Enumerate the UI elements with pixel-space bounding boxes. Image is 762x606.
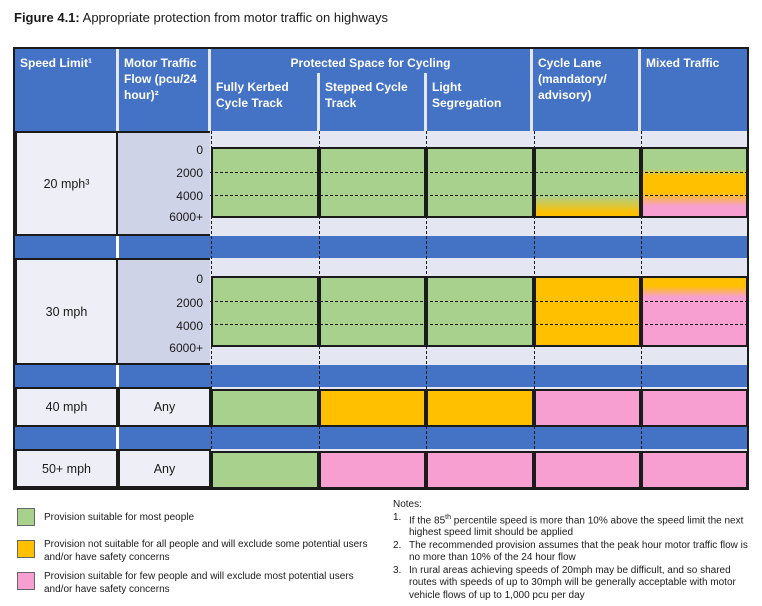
cell-40-kerbed: [211, 389, 319, 427]
column-gridline: [641, 131, 642, 489]
flow-gridline: [210, 301, 748, 302]
separator-band: [15, 427, 747, 449]
flow-gridline: [210, 324, 748, 325]
notes-title: Notes:: [393, 499, 422, 510]
header-motor-traffic-flow: Motor Traffic Flow (pcu/24 hour)²: [119, 49, 208, 131]
flow-tick: 0: [196, 143, 203, 157]
note-number: 1.: [393, 511, 402, 523]
flow-gridline: [210, 195, 748, 196]
legend-swatch-pink: [17, 572, 35, 590]
note-text: In rural areas achieving speeds of 20mph…: [409, 564, 736, 601]
cell-40-cycle-lane: [534, 389, 641, 427]
flow-any-40mph: Any: [118, 387, 211, 427]
header-mixed-traffic: Mixed Traffic: [641, 49, 747, 131]
separator-band: [15, 365, 747, 387]
separator-band: [15, 236, 747, 258]
flow-cell-30mph: [118, 258, 210, 365]
cell-20-mixed: [641, 147, 748, 218]
figure-label: Figure 4.1:: [14, 10, 80, 25]
figure-title: Figure 4.1: Appropriate protection from …: [14, 10, 388, 25]
legend-text: Provision not suitable for all people an…: [44, 539, 368, 563]
header-light-segregation: Light Segregation: [427, 73, 530, 131]
cell-20-cycle-lane: [534, 147, 641, 218]
note-number: 3.: [393, 564, 402, 576]
flow-tick: 6000+: [169, 341, 203, 355]
note-item: 1. If the 85th percentile speed is more …: [393, 512, 755, 540]
cell-30-cycle-lane: [534, 276, 641, 347]
row-label-30mph: 30 mph: [15, 258, 118, 365]
flow-tick: 2000: [176, 296, 203, 310]
row-label-50mph: 50+ mph: [15, 449, 118, 488]
flow-tick: 4000: [176, 189, 203, 203]
cell-20-kerbed: [211, 147, 319, 218]
column-gridline: [211, 131, 212, 489]
cell-50-cycle-lane: [534, 451, 641, 489]
header-cycle-lane: Cycle Lane (mandatory/ advisory): [533, 49, 638, 131]
cell-40-stepped: [319, 389, 426, 427]
column-gridline: [426, 131, 427, 489]
flow-tick: 6000+: [169, 210, 203, 224]
row-label-40mph: 40 mph: [15, 387, 118, 427]
legend-text: Provision suitable for few people and wi…: [44, 571, 354, 595]
note-number: 2.: [393, 539, 402, 551]
header-protected-space: Protected Space for Cycling: [211, 49, 530, 73]
cell-20-light: [426, 147, 534, 218]
cell-40-mixed: [641, 389, 748, 427]
column-gridline: [534, 131, 535, 489]
flow-gridline: [210, 172, 748, 173]
header-fully-kerbed: Fully Kerbed Cycle Track: [211, 73, 317, 131]
flow-tick: 2000: [176, 166, 203, 180]
header-speed-limit: Speed Limit¹: [15, 49, 116, 131]
cell-50-stepped: [319, 451, 426, 489]
column-gridline: [319, 131, 320, 489]
flow-any-50mph: Any: [118, 449, 211, 488]
cell-30-stepped: [319, 276, 426, 347]
note-item: 2. The recommended provision assumes tha…: [393, 540, 755, 565]
cell-30-mixed: [641, 276, 748, 347]
note-text: If the 85th percentile speed is more tha…: [409, 513, 744, 539]
legend-swatch-green: [17, 508, 35, 526]
notes: Notes: 1. If the 85th percentile speed i…: [393, 499, 755, 602]
legend-swatch-orange: [17, 540, 35, 558]
row-label-20mph: 20 mph³: [15, 131, 118, 236]
note-text: The recommended provision assumes that t…: [409, 539, 748, 564]
figure-title-text: Appropriate protection from motor traffi…: [82, 10, 389, 25]
cell-30-kerbed: [211, 276, 319, 347]
header-stepped: Stepped Cycle Track: [320, 73, 424, 131]
cell-20-stepped: [319, 147, 426, 218]
flow-tick: 0: [196, 272, 203, 286]
cell-40-light: [426, 389, 534, 427]
note-item: 3. In rural areas achieving speeds of 20…: [393, 565, 755, 603]
flow-cell-20mph: [118, 131, 210, 236]
flow-tick: 4000: [176, 319, 203, 333]
cell-50-kerbed: [211, 451, 319, 489]
legend-text: Provision suitable for most people: [44, 512, 195, 523]
cell-50-mixed: [641, 451, 748, 489]
cell-50-light: [426, 451, 534, 489]
cell-30-light: [426, 276, 534, 347]
